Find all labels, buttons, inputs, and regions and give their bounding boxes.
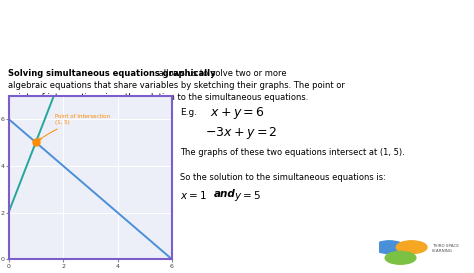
Text: So the solution to the simultaneous equations is:: So the solution to the simultaneous equa… xyxy=(180,173,386,182)
Text: $x =1$: $x =1$ xyxy=(180,189,207,201)
Text: and: and xyxy=(214,189,236,199)
Text: $y = 5$: $y = 5$ xyxy=(234,189,261,203)
Text: $-3x + y = 2$: $-3x + y = 2$ xyxy=(205,125,278,141)
Text: Point of Intersection
(1, 5): Point of Intersection (1, 5) xyxy=(39,114,110,140)
Text: THIRD SPACE
LEARNING: THIRD SPACE LEARNING xyxy=(432,244,459,253)
Text: points of intersection gives the solution to the simultaneous equations.: points of intersection gives the solutio… xyxy=(8,93,309,102)
Text: The graphs of these two equations intersect at (1, 5).: The graphs of these two equations inters… xyxy=(180,148,405,157)
Text: $x + y = 6$: $x + y = 6$ xyxy=(210,105,265,121)
Circle shape xyxy=(385,251,416,264)
Text: Solving Simultaneous Equations Graphically: Solving Simultaneous Equations Graphical… xyxy=(12,18,411,33)
Circle shape xyxy=(374,241,405,254)
Text: E.g.: E.g. xyxy=(180,108,197,117)
Text: Solving simultaneous equations graphically: Solving simultaneous equations graphical… xyxy=(8,69,216,78)
Text: allows us to solve two or more: allows us to solve two or more xyxy=(156,69,287,78)
Circle shape xyxy=(396,241,427,254)
Text: algebraic equations that share variables by sketching their graphs. The point or: algebraic equations that share variables… xyxy=(8,81,345,90)
